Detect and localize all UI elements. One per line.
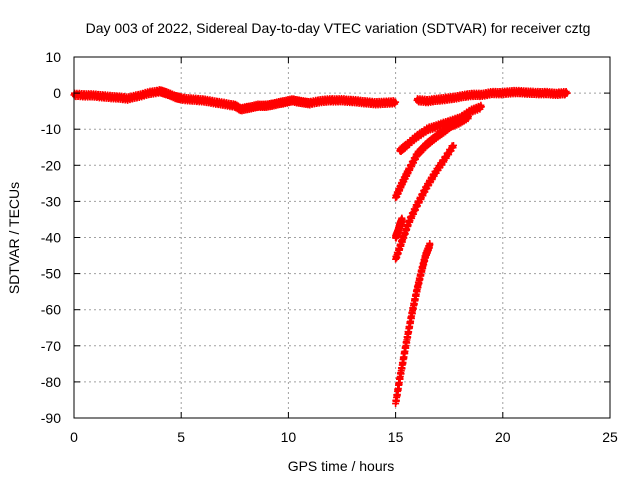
y-tick-label: 10 [45,49,61,65]
y-tick-label: -50 [41,266,61,282]
chart-title: Day 003 of 2022, Sidereal Day-to-day VTE… [86,20,591,36]
gridlines [74,57,610,418]
data-point [398,215,406,223]
x-tick-label: 5 [177,429,185,445]
data-point [477,103,485,111]
series-steep-drop [392,239,434,408]
data-point [464,113,472,121]
x-tick-label: 20 [495,429,511,445]
x-tick-label: 25 [602,429,618,445]
series-arc-2 [392,112,472,202]
y-axis-label: SDTVAR / TECUs [6,182,22,294]
x-tick-label: 10 [281,429,297,445]
axis-ticks [73,56,611,419]
data-point [426,241,434,249]
series-recovery-track [413,86,571,107]
y-tick-labels: 10 0 -10 -20 -30 -40 -50 -60 -70 -80 -90 [41,49,61,426]
data-point [563,89,571,97]
y-tick-label: -30 [41,193,61,209]
y-tick-label: -60 [41,302,61,318]
y-tick-label: -90 [41,410,61,426]
y-tick-label: -80 [41,374,61,390]
data-marks [70,86,571,408]
y-tick-label: -20 [41,157,61,173]
series-main-track [70,86,400,115]
x-axis-label: GPS time / hours [288,458,395,474]
y-tick-label: -70 [41,338,61,354]
x-tick-label: 0 [70,429,78,445]
y-tick-label: -40 [41,230,61,246]
y-tick-label: -10 [41,121,61,137]
y-tick-label: 0 [53,85,61,101]
data-point [392,98,400,106]
series-short-segment [392,214,406,242]
x-tick-label: 15 [388,429,404,445]
series-arc-3 [392,141,457,263]
x-tick-labels: 0 5 10 15 20 25 [70,429,618,445]
data-point [449,141,457,149]
